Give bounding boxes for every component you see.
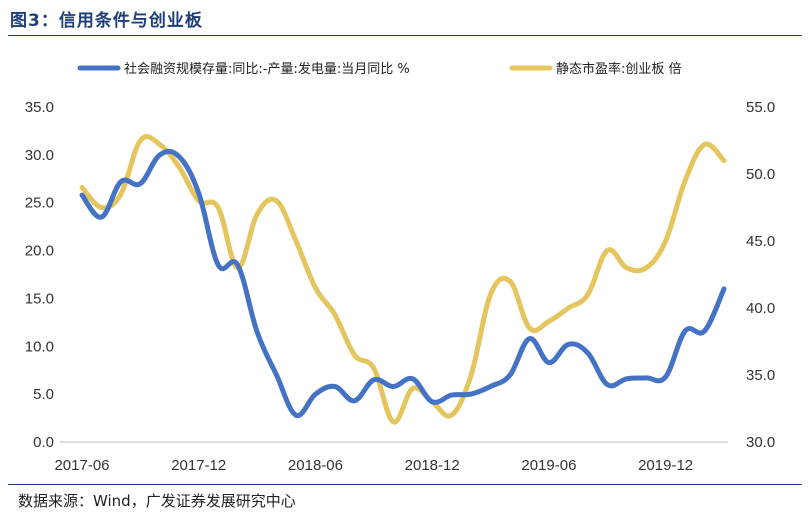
y-left-tick-label: 5.0: [33, 386, 54, 403]
legend-entry-chinext-pe-label: 静态市盈率:创业板 倍: [556, 61, 682, 77]
axes: 0.0 5.0 10.0 15.0 20.0 25.0 30.0 35.0 30.0 35.0 40…: [25, 99, 775, 474]
x-tick-label: 2018-06: [288, 457, 343, 474]
legend: 社会融资规模存量:同比:-产量:发电量:当月同比 % 静态市盈率:创业板 倍: [77, 61, 682, 77]
title-divider: [8, 35, 802, 36]
y-left-tick-label: 15.0: [25, 290, 54, 307]
series-lines: [79, 134, 727, 425]
y-right-tick-label: 40.0: [746, 300, 775, 317]
y-left-tick-label: 0.0: [33, 434, 54, 451]
y-right-tick-label: 50.0: [746, 166, 775, 183]
x-tick-label: 2019-12: [638, 457, 693, 474]
y-right-tick-label: 30.0: [746, 434, 775, 451]
figure-title: 图3：信用条件与创业板: [10, 11, 203, 31]
footer-divider: [8, 484, 802, 485]
series-line-social-financing: [79, 148, 727, 418]
line-chart: 社会融资规模存量:同比:-产量:发电量:当月同比 % 静态市盈率:创业板 倍 0.…: [25, 61, 775, 474]
series-line-chinext-pe: [79, 134, 727, 425]
y-left-tick-label: 35.0: [25, 99, 54, 116]
y-right-tick-label: 35.0: [746, 367, 775, 384]
legend-entry-social-financing-label: 社会融资规模存量:同比:-产量:发电量:当月同比 %: [124, 61, 410, 77]
source-note: 数据来源：Wind，广发证券发展研究中心: [18, 492, 296, 510]
x-tick-label: 2017-12: [171, 457, 226, 474]
x-tick-label: 2018-12: [405, 457, 460, 474]
y-right-tick-label: 55.0: [746, 99, 775, 116]
y-left-tick-label: 25.0: [25, 195, 54, 212]
y-left-tick-label: 20.0: [25, 243, 54, 260]
x-tick-label: 2019-06: [521, 457, 576, 474]
y-left-tick-label: 10.0: [25, 338, 54, 355]
y-right-tick-label: 45.0: [746, 233, 775, 250]
y-left-tick-label: 30.0: [25, 147, 54, 164]
x-tick-label: 2017-06: [54, 457, 109, 474]
